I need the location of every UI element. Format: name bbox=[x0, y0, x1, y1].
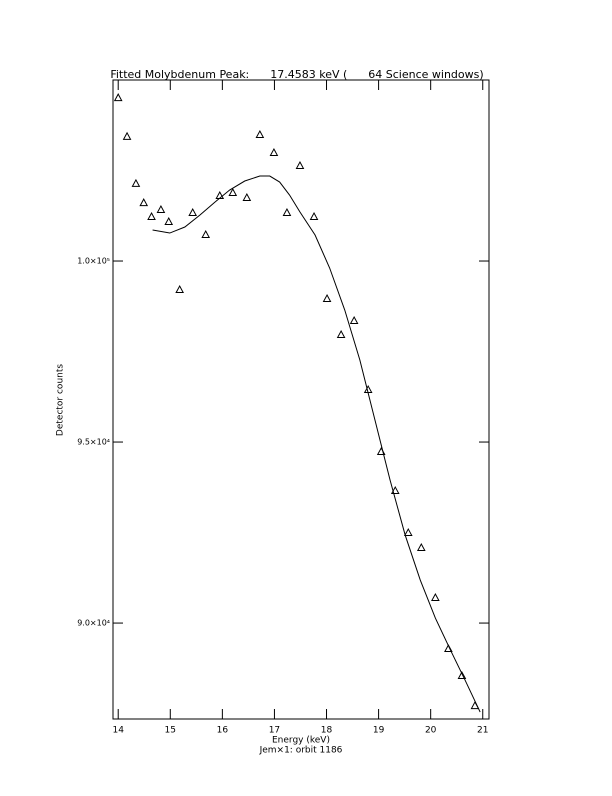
data-point bbox=[322, 293, 332, 303]
x-tick-label: 14 bbox=[112, 726, 124, 736]
data-point bbox=[147, 211, 156, 221]
y-tick-label: 9.5×10⁴ bbox=[77, 438, 110, 447]
y-tick-label: 1.0×10⁵ bbox=[77, 257, 110, 266]
data-point bbox=[295, 160, 305, 170]
x-tick-label: 21 bbox=[477, 726, 488, 736]
data-point bbox=[255, 129, 265, 138]
data-point bbox=[139, 198, 149, 207]
data-point bbox=[164, 216, 174, 226]
y-tick-label: 9.0×10⁴ bbox=[77, 619, 110, 628]
data-point bbox=[242, 192, 252, 202]
data-point bbox=[349, 315, 359, 325]
x-tick-label: 17 bbox=[269, 726, 280, 736]
data-point bbox=[336, 329, 346, 339]
x-tick-label: 16 bbox=[217, 726, 229, 736]
fit-curve bbox=[152, 175, 481, 713]
y-axis-label: Detector counts bbox=[56, 364, 66, 436]
subtitle: Jem×1: orbit 1186 bbox=[259, 746, 343, 756]
data-point bbox=[122, 131, 132, 140]
data-point bbox=[131, 178, 141, 187]
data-point bbox=[309, 211, 319, 221]
plot-frame bbox=[112, 79, 490, 720]
data-point bbox=[431, 592, 440, 602]
x-axis-label: Energy (keV) bbox=[272, 736, 330, 746]
data-point bbox=[228, 187, 238, 197]
data-point bbox=[457, 671, 467, 680]
data-point bbox=[282, 207, 292, 217]
data-point bbox=[201, 229, 211, 239]
data-point bbox=[390, 486, 400, 495]
data-point bbox=[269, 147, 279, 157]
data-point bbox=[403, 528, 413, 537]
data-point bbox=[156, 204, 166, 214]
chart-title: Fitted Molybdenum Peak: 17.4583 keV ( 64… bbox=[110, 68, 483, 81]
x-tick-label: 20 bbox=[425, 726, 437, 736]
data-point bbox=[188, 207, 198, 217]
x-tick-label: 19 bbox=[373, 726, 385, 736]
data-point bbox=[416, 542, 426, 552]
x-tick-label: 18 bbox=[321, 726, 333, 736]
x-tick-label: 15 bbox=[165, 726, 176, 736]
data-point bbox=[113, 93, 123, 102]
data-point bbox=[175, 284, 184, 294]
